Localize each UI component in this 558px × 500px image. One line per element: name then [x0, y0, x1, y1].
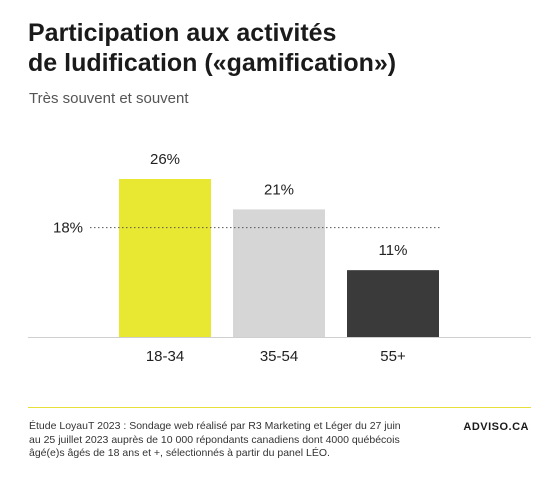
- source-note: Étude LoyauT 2023 : Sondage web réalisé …: [29, 420, 401, 459]
- value-label-18-34: 26%: [150, 151, 180, 168]
- category-label-35-54: 35-54: [260, 348, 298, 365]
- value-label-55+: 11%: [379, 242, 408, 259]
- category-label-55+: 55+: [380, 348, 406, 365]
- category-label-18-34: 18-34: [146, 348, 184, 365]
- chart-title: Participation aux activités de ludificat…: [28, 18, 538, 78]
- bars-group: [119, 179, 439, 337]
- bar-18-34: [119, 179, 211, 337]
- chart-title-line-2: de ludification («gamification»): [28, 49, 397, 77]
- brand-link[interactable]: ADVISO.CA: [463, 421, 529, 433]
- reference-line-group: 18%: [53, 220, 440, 237]
- labels-group: 26% 18-34 21% 35-54 11% 55+: [146, 151, 408, 365]
- value-label-35-54: 21%: [264, 181, 294, 198]
- bar-55+: [347, 270, 439, 337]
- footer-divider: [28, 407, 531, 408]
- bar-chart: 18% 26% 18-34 21% 35-54 11% 55+: [28, 151, 531, 365]
- reference-line-label: 18%: [53, 220, 83, 237]
- chart-subtitle: Très souvent et souvent: [29, 90, 189, 107]
- bar-35-54: [233, 209, 325, 337]
- chart-title-line-1: Participation aux activités: [28, 19, 337, 47]
